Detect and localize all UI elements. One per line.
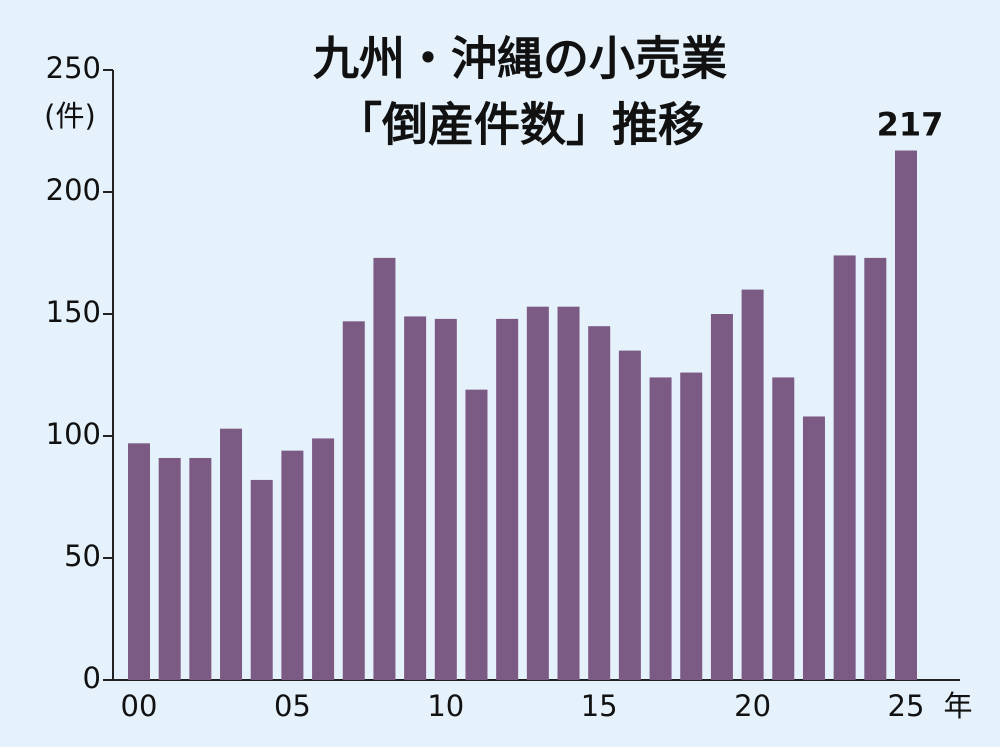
x-tick-label: 05 <box>274 689 311 723</box>
bar <box>373 257 396 680</box>
bar <box>588 326 611 680</box>
bar <box>864 257 887 680</box>
bar <box>741 289 764 680</box>
x-unit: 年 <box>943 689 972 723</box>
y-tick-label: 0 <box>83 661 101 695</box>
y-tick-label: 50 <box>64 539 101 573</box>
data-label: 217 <box>877 106 944 144</box>
bar <box>158 457 181 680</box>
bar <box>895 150 917 680</box>
bar <box>250 479 273 680</box>
x-tick-label: 10 <box>427 689 464 723</box>
bar <box>220 428 243 680</box>
y-tick-label: 150 <box>46 295 101 329</box>
y-unit: (件) <box>44 99 96 133</box>
y-tick-label: 250 <box>46 51 101 85</box>
y-tick-label: 100 <box>46 417 101 451</box>
bar <box>434 318 457 680</box>
bar <box>649 377 672 680</box>
bar <box>833 255 856 680</box>
bar <box>404 316 427 680</box>
bar <box>680 372 703 680</box>
x-tick-label: 25 <box>888 689 925 723</box>
bar <box>342 321 365 680</box>
x-tick-label: 20 <box>734 689 771 723</box>
bar <box>526 306 549 680</box>
bar <box>618 350 641 680</box>
bar <box>710 314 733 680</box>
bar <box>465 389 488 680</box>
x-tick-label: 00 <box>121 689 158 723</box>
x-tick-label: 15 <box>581 689 618 723</box>
bar <box>557 306 580 680</box>
bar <box>312 438 335 680</box>
bar <box>772 377 795 680</box>
chart-title: 九州・沖縄の小売業 <box>313 32 727 86</box>
chart-subtitle: 「倒産件数」推移 <box>336 98 704 152</box>
bar <box>496 318 519 680</box>
bar <box>128 443 150 680</box>
y-tick-label: 200 <box>46 173 101 207</box>
bar <box>281 450 304 680</box>
bar <box>802 416 825 680</box>
bar <box>189 457 212 680</box>
